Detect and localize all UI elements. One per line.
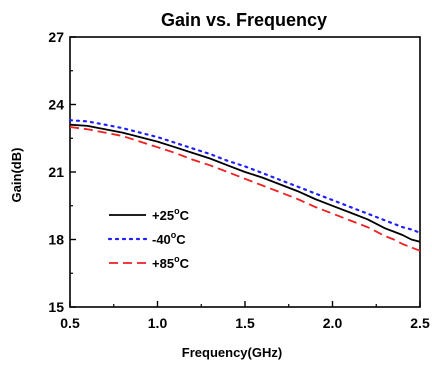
x-tick-label: 1.5	[235, 315, 255, 331]
x-tick-label: 2.0	[323, 315, 343, 331]
series-line-2	[69, 126, 421, 252]
chart-title: Gain vs. Frequency	[161, 10, 327, 30]
y-axis-label: Gain(dB)	[9, 148, 24, 203]
y-tick-label: 21	[48, 164, 64, 180]
y-tick-label: 18	[48, 232, 64, 248]
y-tick-label: 24	[48, 97, 64, 113]
x-tick-label: 1.0	[148, 315, 168, 331]
series-line-1	[68, 119, 422, 234]
legend-label-0: +25oC	[152, 206, 190, 223]
x-axis-label: Frequency(GHz)	[182, 345, 282, 360]
legend-label-2: +85oC	[152, 254, 190, 271]
series-lines	[68, 119, 422, 252]
series-line-0	[69, 123, 421, 243]
x-tick-label: 0.5	[60, 315, 80, 331]
legend-label-1: -40oC	[152, 230, 186, 247]
y-tick-label: 27	[48, 29, 64, 45]
x-tick-label: 2.5	[410, 315, 430, 331]
axis-ticks	[69, 36, 421, 308]
legend: +25oC -40oC +85oC	[107, 206, 190, 271]
axis-tick-labels: 0.5 1.0 1.5 2.0 2.5 15 18 21 24 27	[48, 29, 430, 331]
y-tick-label: 15	[48, 299, 64, 315]
